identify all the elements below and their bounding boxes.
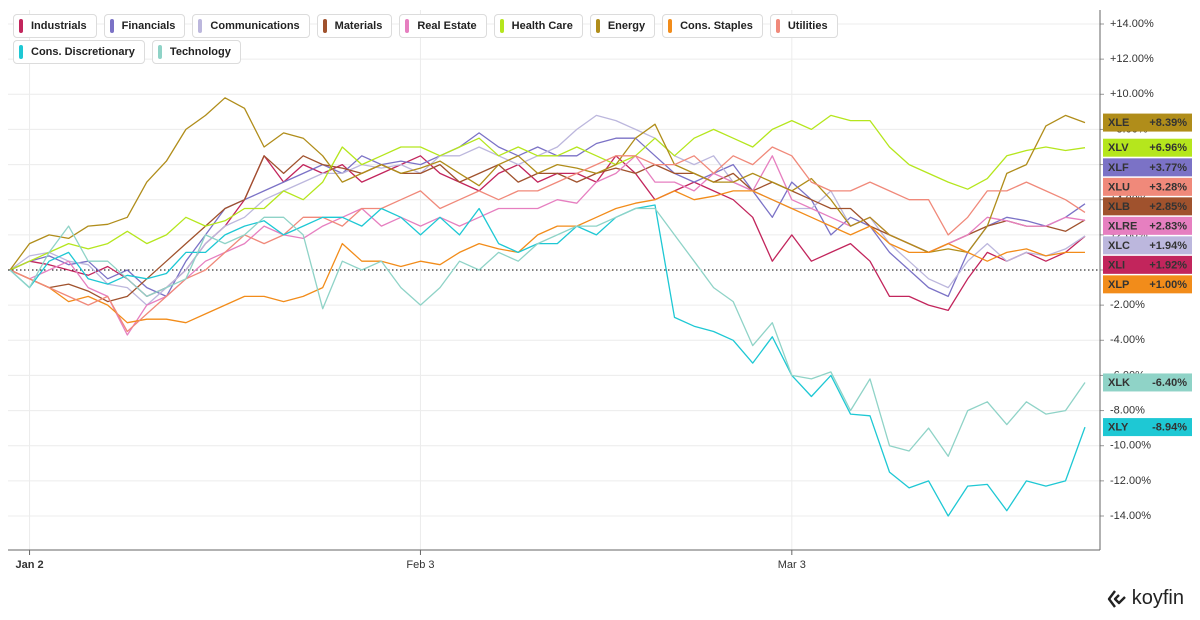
end-badge <box>1103 138 1192 157</box>
end-badge <box>1103 158 1192 177</box>
end-badge-ticker: XLF <box>1108 162 1129 174</box>
y-tick-label: -8.00% <box>1110 404 1145 416</box>
brand: koyfin <box>1106 587 1184 610</box>
legend-swatch <box>322 19 327 33</box>
series-line <box>9 132 1086 298</box>
series-line <box>9 114 1086 271</box>
x-tick-label: Jan 2 <box>15 559 43 571</box>
end-badge-ticker: XLU <box>1108 181 1130 193</box>
end-badge-value: +1.92% <box>1149 259 1187 271</box>
legend-item[interactable]: Energy <box>589 14 656 38</box>
legend-item[interactable]: Industrials <box>13 14 97 38</box>
x-tick-label: Feb 3 <box>406 559 434 571</box>
legend-item[interactable]: Financials <box>103 14 186 38</box>
y-tick-label: -2.00% <box>1110 299 1145 311</box>
end-badge-ticker: XLV <box>1108 142 1129 154</box>
legend-label: Cons. Staples <box>680 20 753 32</box>
legend-label: Energy <box>607 20 646 32</box>
legend-item[interactable]: Communications <box>192 14 310 38</box>
end-badge <box>1103 113 1192 132</box>
series-line <box>9 146 1086 333</box>
y-tick-label: -4.00% <box>1110 334 1145 346</box>
legend: Industrials Financials Communications Mater… <box>13 14 933 64</box>
legend-swatch <box>198 19 203 33</box>
y-tick-label: +10.00% <box>1110 88 1154 100</box>
legend-label: Utilities <box>787 20 828 32</box>
legend-item[interactable]: Technology <box>151 40 241 64</box>
end-badge-ticker: XLE <box>1108 117 1129 129</box>
y-tick-label: -10.00% <box>1110 440 1151 452</box>
series-line <box>9 204 1086 517</box>
end-badge-value: -8.94% <box>1152 421 1187 433</box>
x-tick-label: Mar 3 <box>778 559 806 571</box>
end-badge-value: +3.28% <box>1149 181 1187 193</box>
end-badge-ticker: XLP <box>1108 279 1129 291</box>
legend-label: Cons. Discretionary <box>31 46 135 58</box>
legend-item[interactable]: Cons. Discretionary <box>13 40 145 64</box>
end-badge-value: +6.96% <box>1149 142 1187 154</box>
legend-item[interactable]: Real Estate <box>399 14 487 38</box>
y-tick-label: +14.00% <box>1110 18 1154 30</box>
end-badge-value: +3.77% <box>1149 162 1187 174</box>
end-badge-ticker: XLC <box>1108 240 1130 252</box>
end-badge-value: +1.94% <box>1149 240 1187 252</box>
end-badge <box>1103 236 1192 255</box>
end-badge-ticker: XLK <box>1108 377 1130 389</box>
legend-swatch <box>109 19 114 33</box>
legend-item[interactable]: Health Care <box>493 14 583 38</box>
legend-label: Financials <box>121 20 176 32</box>
end-badge <box>1103 275 1192 294</box>
y-tick-label: +12.00% <box>1110 53 1154 65</box>
legend-label: Communications <box>210 20 300 32</box>
end-badge-value: +8.39% <box>1149 117 1187 129</box>
legend-swatch <box>157 45 162 59</box>
y-tick-label: -12.00% <box>1110 475 1151 487</box>
legend-item[interactable]: Materials <box>316 14 393 38</box>
legend-item[interactable]: Utilities <box>769 14 838 38</box>
end-badge <box>1103 216 1192 235</box>
legend-label: Real Estate <box>417 20 477 32</box>
legend-swatch <box>499 19 504 33</box>
brand-icon <box>1107 589 1126 608</box>
end-badge <box>1103 418 1192 437</box>
end-badge-ticker: XLB <box>1108 201 1130 213</box>
legend-label: Health Care <box>511 20 573 32</box>
end-badge-ticker: XLRE <box>1108 220 1137 232</box>
legend-swatch <box>775 19 780 33</box>
end-badge-value: +1.00% <box>1149 279 1187 291</box>
legend-swatch <box>405 19 410 33</box>
end-badge <box>1103 197 1192 216</box>
series-line <box>9 190 1085 324</box>
end-badge <box>1103 255 1192 274</box>
legend-swatch <box>19 19 23 33</box>
series-line <box>9 155 1086 336</box>
y-tick-label: -14.00% <box>1110 510 1151 522</box>
legend-item[interactable]: Cons. Staples <box>662 14 763 38</box>
end-badge-ticker: XLI <box>1108 259 1125 271</box>
end-badge-value: +2.83% <box>1149 220 1187 232</box>
series-line <box>9 97 1086 271</box>
legend-label: Industrials <box>31 20 87 32</box>
end-badge-value: -6.40% <box>1152 377 1187 389</box>
series-line <box>9 207 1086 457</box>
legend-label: Materials <box>334 20 383 32</box>
end-badge <box>1103 177 1192 196</box>
end-badge-ticker: XLY <box>1108 421 1129 433</box>
end-badge <box>1103 373 1192 392</box>
end-badge-value: +2.85% <box>1149 201 1187 213</box>
legend-swatch <box>595 19 600 33</box>
legend-swatch <box>19 45 23 59</box>
legend-swatch <box>668 19 673 33</box>
series-line <box>9 114 1086 306</box>
brand-name: koyfin <box>1131 587 1184 609</box>
legend-label: Technology <box>169 46 231 58</box>
